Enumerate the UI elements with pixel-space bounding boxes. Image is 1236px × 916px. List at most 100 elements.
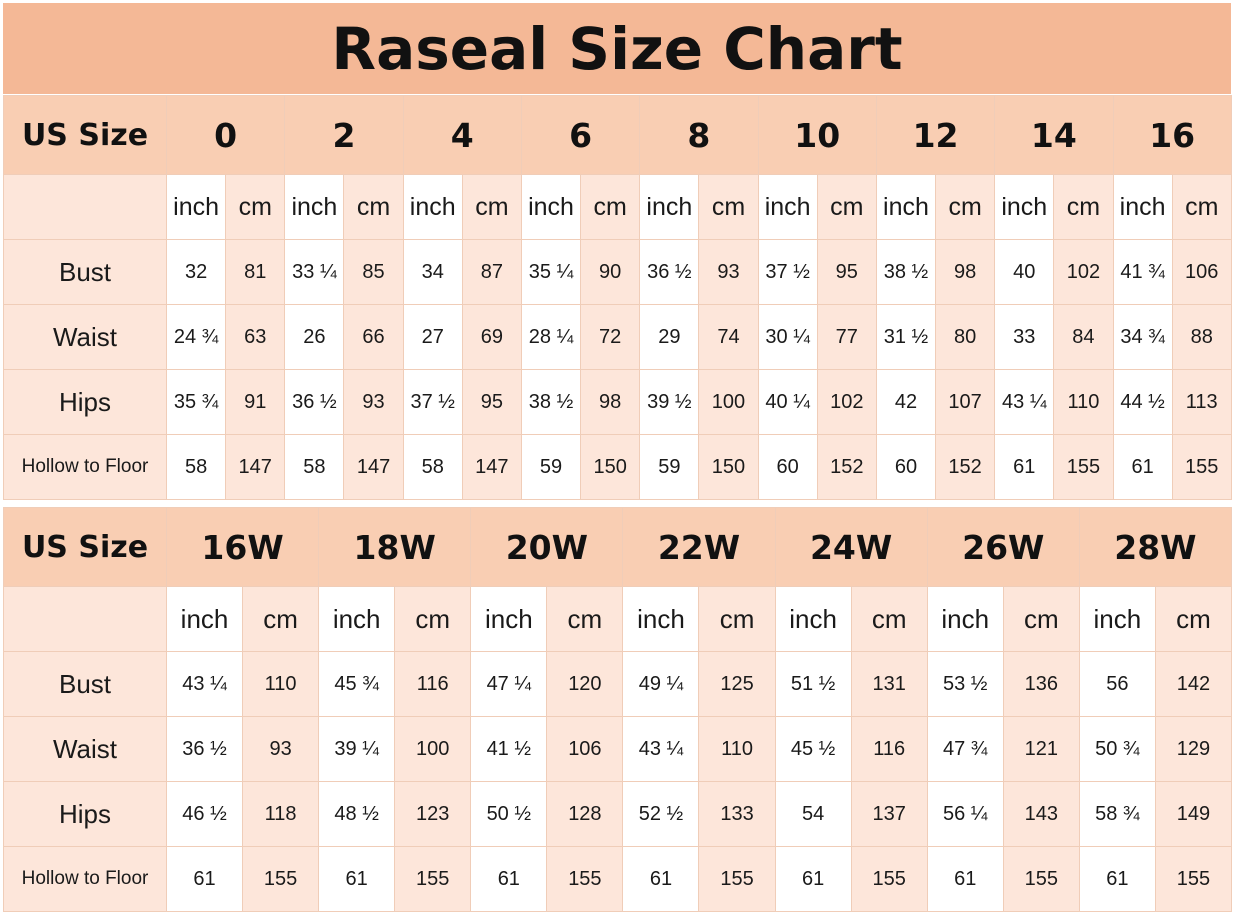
value-cm: 93 [242, 716, 320, 782]
value-inch: 52 ½ [622, 781, 700, 847]
value-inch: 61 [470, 846, 548, 912]
unit-inch-label: inch [875, 174, 937, 240]
value-inch: 36 ½ [284, 369, 345, 435]
unit-cm-label: cm [698, 174, 759, 240]
unit-cm-label: cm [394, 586, 472, 652]
value-inch: 48 ½ [318, 781, 396, 847]
value-cm: 102 [1053, 239, 1114, 305]
value-inch: 53 ½ [926, 651, 1004, 717]
size-header-cell: 2 [284, 95, 404, 175]
unit-inch-label: inch [774, 586, 852, 652]
value-cm: 84 [1053, 304, 1114, 370]
measurement-row-hollow-to-floor: Hollow to Floor 58 147 58 147 58 147 59 150 59 150… [3, 434, 1232, 500]
measurement-row-hips: Hips 46 ½ 118 48 ½ 123 50 ½ 128 52 ½ 133 54 137 56 … [3, 781, 1232, 847]
value-cm: 155 [698, 846, 776, 912]
value-inch: 45 ½ [774, 716, 852, 782]
unit-inch-label: inch [284, 174, 345, 240]
unit-cm-label: cm [816, 174, 877, 240]
size-header-cell: 24W [774, 507, 928, 587]
value-inch: 39 ½ [639, 369, 700, 435]
value-inch: 61 [622, 846, 700, 912]
value-cm: 143 [1002, 781, 1080, 847]
size-header-row: US Size 16W 18W 20W 22W 24W 26W 28W [3, 507, 1232, 587]
value-cm: 95 [461, 369, 522, 435]
value-cm: 152 [935, 434, 996, 500]
value-inch: 36 ½ [165, 716, 244, 782]
measurement-row-waist: Waist 36 ½ 93 39 ¼ 100 41 ½ 106 43 ¼ 110 45 ½ 116 4… [3, 716, 1232, 782]
value-cm: 121 [1002, 716, 1080, 782]
unit-inch-label: inch [622, 586, 700, 652]
value-inch: 31 ½ [875, 304, 937, 370]
size-header-cell: 20W [470, 507, 624, 587]
value-inch: 61 [165, 846, 244, 912]
value-inch: 58 [165, 434, 227, 500]
value-cm: 123 [394, 781, 472, 847]
value-cm: 125 [698, 651, 776, 717]
value-inch: 59 [520, 434, 582, 500]
row-label-hips: Hips [3, 369, 167, 435]
empty-label-cell [3, 174, 167, 240]
value-cm: 128 [546, 781, 624, 847]
value-cm: 85 [343, 239, 404, 305]
value-cm: 77 [816, 304, 877, 370]
value-cm: 113 [1171, 369, 1232, 435]
value-inch: 61 [926, 846, 1004, 912]
unit-inch-label: inch [994, 174, 1055, 240]
unit-inch-label: inch [402, 174, 463, 240]
value-cm: 80 [935, 304, 996, 370]
row-label-hollow-to-floor: Hollow to Floor [3, 434, 167, 500]
unit-cm-label: cm [698, 586, 776, 652]
value-inch: 30 ¼ [757, 304, 818, 370]
value-cm: 120 [546, 651, 624, 717]
value-cm: 87 [461, 239, 522, 305]
unit-cm-label: cm [546, 586, 624, 652]
value-inch: 35 ¼ [520, 239, 582, 305]
value-cm: 155 [1171, 434, 1232, 500]
unit-inch-label: inch [639, 174, 700, 240]
value-inch: 47 ¼ [470, 651, 548, 717]
value-inch: 37 ½ [757, 239, 818, 305]
value-cm: 137 [850, 781, 928, 847]
value-cm: 118 [242, 781, 320, 847]
value-inch: 61 [994, 434, 1055, 500]
value-inch: 58 [284, 434, 345, 500]
unit-inch-label: inch [520, 174, 582, 240]
value-inch: 43 ¼ [165, 651, 244, 717]
value-cm: 88 [1171, 304, 1232, 370]
value-cm: 155 [850, 846, 928, 912]
value-inch: 61 [1078, 846, 1156, 912]
value-inch: 32 [165, 239, 227, 305]
value-cm: 110 [698, 716, 776, 782]
unit-cm-label: cm [580, 174, 641, 240]
value-cm: 133 [698, 781, 776, 847]
value-inch: 37 ½ [402, 369, 463, 435]
value-cm: 131 [850, 651, 928, 717]
value-cm: 116 [394, 651, 472, 717]
value-cm: 93 [698, 239, 759, 305]
value-cm: 106 [546, 716, 624, 782]
size-header-cell: 8 [639, 95, 759, 175]
row-label-bust: Bust [3, 239, 167, 305]
row-label-waist: Waist [3, 304, 167, 370]
value-cm: 147 [461, 434, 522, 500]
value-inch: 59 [639, 434, 700, 500]
value-inch: 39 ¼ [318, 716, 396, 782]
value-cm: 98 [935, 239, 996, 305]
value-inch: 49 ¼ [622, 651, 700, 717]
size-header-cell: 26W [926, 507, 1080, 587]
value-cm: 81 [225, 239, 286, 305]
value-inch: 61 [1112, 434, 1173, 500]
value-inch: 29 [639, 304, 700, 370]
value-cm: 136 [1002, 651, 1080, 717]
value-inch: 36 ½ [639, 239, 700, 305]
value-cm: 149 [1154, 781, 1232, 847]
value-cm: 91 [225, 369, 286, 435]
value-inch: 50 ½ [470, 781, 548, 847]
value-inch: 34 [402, 239, 463, 305]
value-cm: 155 [1154, 846, 1232, 912]
value-cm: 116 [850, 716, 928, 782]
value-cm: 147 [225, 434, 286, 500]
us-size-label: US Size [3, 507, 167, 587]
value-inch: 28 ¼ [520, 304, 582, 370]
